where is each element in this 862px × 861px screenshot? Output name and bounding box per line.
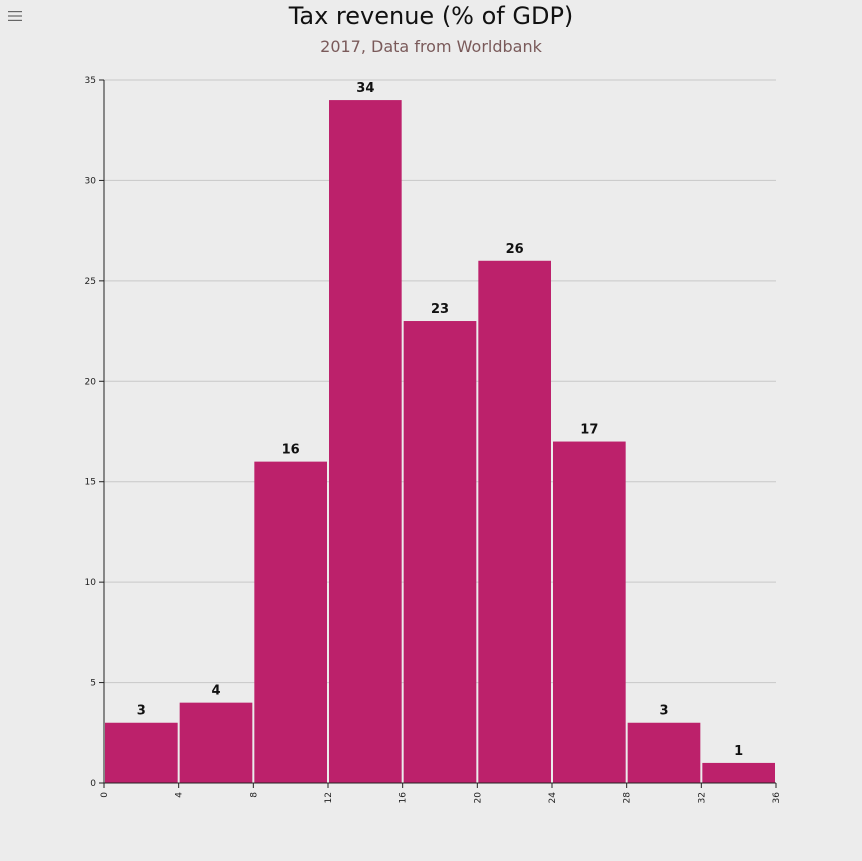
- x-tick-label: 32: [697, 792, 707, 803]
- data-label: 4: [211, 684, 220, 699]
- data-label: 1: [734, 744, 743, 759]
- data-label: 16: [282, 443, 300, 458]
- x-tick-label: 28: [623, 792, 633, 804]
- hamburger-menu-icon: [8, 11, 22, 21]
- y-tick-label: 15: [85, 478, 96, 488]
- y-tick-label: 30: [85, 176, 97, 186]
- x-tick-label: 4: [175, 792, 185, 798]
- bar[interactable]: [179, 702, 253, 783]
- data-label: 34: [356, 81, 374, 96]
- y-tick-label: 10: [85, 578, 97, 588]
- data-label: 3: [659, 704, 668, 719]
- x-tick-label: 12: [324, 792, 334, 803]
- chart-subtitle: 2017, Data from Worldbank: [320, 37, 542, 56]
- x-tick-label: 36: [772, 792, 782, 804]
- menu-button[interactable]: [6, 7, 24, 25]
- data-label: 3: [137, 704, 146, 719]
- y-tick-label: 20: [85, 377, 97, 387]
- bar[interactable]: [105, 722, 178, 783]
- y-tick-label: 25: [85, 277, 96, 287]
- x-tick-label: 0: [100, 792, 110, 798]
- bar[interactable]: [254, 461, 327, 783]
- x-tick-label: 16: [399, 792, 409, 804]
- x-tick-label: 20: [473, 792, 483, 804]
- data-label: 23: [431, 302, 449, 317]
- bar[interactable]: [478, 260, 551, 783]
- chart-title: Tax revenue (% of GDP): [288, 2, 574, 30]
- bar[interactable]: [403, 321, 477, 783]
- y-tick-label: 5: [90, 679, 96, 689]
- axes: 0 5 10 15 20 25 30 35 0 4 8 12 16 20 24 28 32 36: [85, 76, 782, 803]
- x-tick-label: 24: [548, 792, 558, 804]
- data-label: 17: [580, 423, 598, 438]
- bar[interactable]: [627, 722, 701, 783]
- bar[interactable]: [329, 100, 402, 784]
- bar[interactable]: [553, 441, 626, 783]
- bar[interactable]: [702, 762, 775, 783]
- data-label: 26: [506, 242, 524, 257]
- y-tick-label: 35: [85, 76, 96, 86]
- x-tick-label: 8: [249, 792, 259, 798]
- bars: [105, 100, 775, 784]
- y-tick-label: 0: [90, 779, 96, 789]
